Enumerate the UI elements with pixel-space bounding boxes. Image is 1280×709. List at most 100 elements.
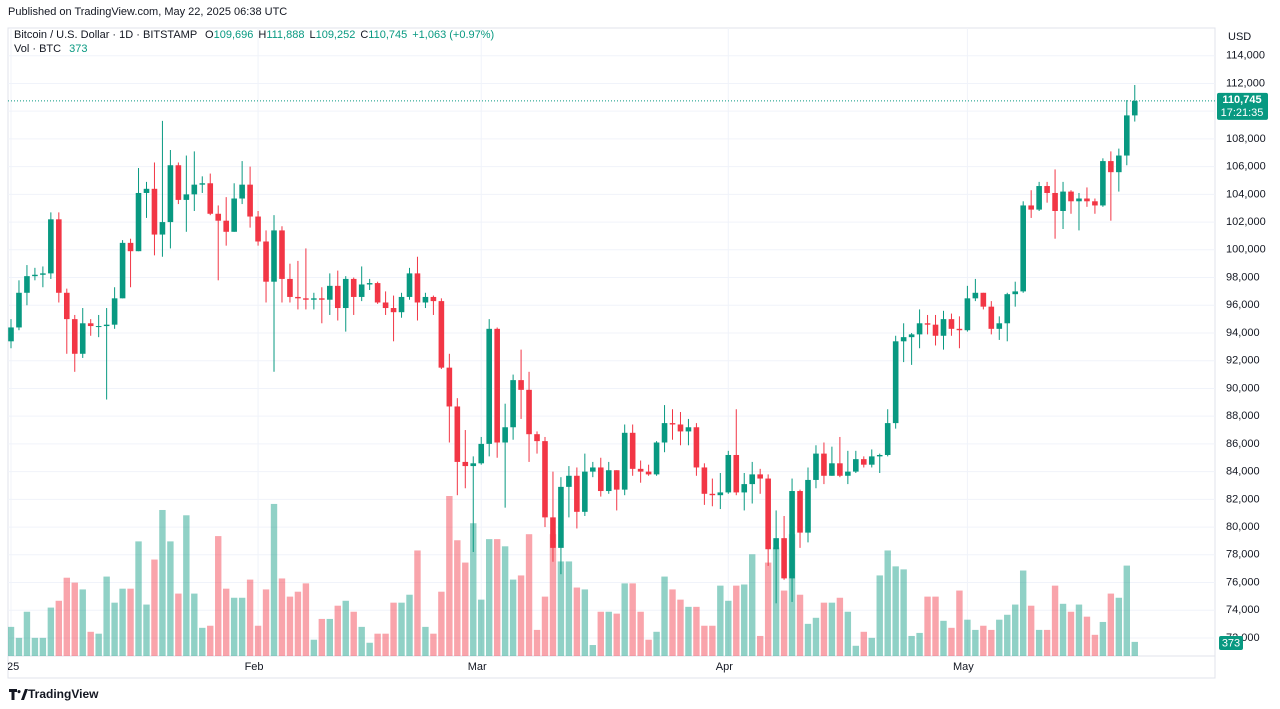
volume-bar [892,566,899,656]
volume-bar [1043,629,1051,656]
candle-body [837,463,843,476]
candle-body [884,423,891,455]
legend-value: 110,745 [368,29,408,41]
candle-body [613,470,620,490]
volume-bar [15,637,23,656]
candle-body [1044,186,1050,193]
volume-bar [940,620,947,656]
volume-bar [1123,565,1130,656]
volume-bar [342,600,349,656]
volume-bar [350,611,357,656]
candle-body [1076,198,1082,202]
candle-body [255,216,261,242]
candle-body [16,292,22,328]
candle-body [733,454,740,493]
legend-value: 111,888 [266,29,305,41]
candle-body [964,298,971,331]
candle-body [143,188,150,193]
candle-body [478,443,485,464]
candle-body [462,461,469,467]
volume-bar [709,625,716,656]
candle-body [677,424,684,432]
volume-bar [637,611,644,656]
volume-bar [422,626,429,656]
volume-bar [693,606,700,656]
candle-body [773,538,779,550]
volume-bar [820,602,828,656]
volume-bar [844,611,852,656]
candle-body [32,274,38,277]
candle-body [382,302,389,309]
volume-bar [876,575,883,656]
candle-body [821,453,827,476]
candle-body [605,470,612,492]
candle-body [542,441,548,518]
volume-bar [613,613,620,656]
candle-body [876,454,883,457]
y-tick-label: 78,000 [1226,549,1260,561]
volume-bar [135,541,142,656]
candle-body [1100,161,1106,206]
tradingview-logo [9,689,28,700]
y-tick-label: 84,000 [1226,466,1260,478]
candle-body [287,278,293,297]
y-tick-label: 80,000 [1226,521,1260,533]
volume-bar [390,602,397,656]
y-axis: 72,00074,00076,00078,00080,00082,00084,0… [1226,50,1266,644]
y-tick-label: 94,000 [1226,327,1260,339]
volume-bar [254,625,262,656]
candle-body [590,467,596,472]
candle-body [1052,192,1058,211]
candle-body [95,326,102,328]
volume-bar [860,631,867,656]
candle-body [1060,191,1066,211]
volume-badge-value: 373 [1222,637,1240,649]
candle-body [534,434,540,442]
candle-body [725,454,732,493]
candle-body [1124,115,1130,156]
y-tick-label: 90,000 [1226,382,1260,394]
volume-bar [414,550,421,656]
volume-bar [207,625,214,656]
x-tick-label: 2025 [0,661,19,673]
volume-bar [1027,605,1035,656]
y-tick-label: 98,000 [1226,271,1260,283]
volume-bar [23,611,31,656]
volume-bar [183,515,190,656]
volume-bar [127,588,134,656]
volume-bar [964,619,971,656]
candle-body [1131,100,1138,116]
volume-bar [8,626,15,656]
candle-body [566,475,572,487]
candle-body [526,389,532,435]
candle-body [741,484,748,493]
candle-body [1036,186,1042,210]
candle-body [1116,155,1122,173]
candle-body [550,517,556,548]
volume-badge [1219,636,1243,650]
candle-body [159,222,166,235]
volume-bar [199,627,206,656]
candle-body [709,493,716,496]
candle-body [693,427,700,468]
volume-bar [916,632,923,656]
volume-bar [215,536,222,656]
volume-bar [246,579,254,656]
y-axis-label: USD [1228,31,1251,43]
volume-bar [701,625,708,656]
x-tick-label: Mar [468,661,487,673]
volume-bar [749,554,756,656]
candle-body [215,213,222,221]
volume-bar [446,496,453,656]
candle-body [127,242,134,252]
volume-bar [310,639,318,656]
candle-body [167,165,174,223]
x-tick-label: May [953,661,974,673]
volume-bar [812,617,820,656]
volume-bar [533,629,541,656]
volume-bar [948,627,955,656]
volume-bar [1019,570,1027,656]
candle-body [829,463,835,476]
volume-bar [629,583,636,656]
volume-bar [725,600,732,656]
